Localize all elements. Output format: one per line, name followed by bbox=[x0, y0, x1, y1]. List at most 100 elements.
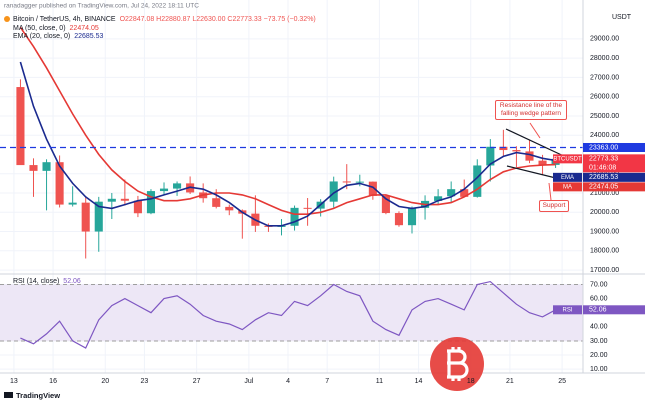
price-tag-name-box bbox=[553, 154, 582, 164]
rsi-band bbox=[0, 284, 583, 341]
y-tick-label: 40.00 bbox=[590, 324, 608, 331]
price-tag-value: 22685.53 bbox=[589, 174, 618, 181]
x-tick-label: 27 bbox=[193, 378, 201, 385]
candle-body bbox=[538, 160, 547, 165]
candle-body bbox=[512, 150, 521, 152]
price-tag-name-box bbox=[553, 172, 582, 182]
tv-logo bbox=[4, 392, 13, 398]
ema-legend: EMA (20, close, 0) 22685.53 bbox=[13, 33, 104, 40]
price-tag-name-box bbox=[553, 182, 582, 192]
candle-body bbox=[434, 196, 443, 201]
candle-body bbox=[173, 183, 182, 189]
candle-body bbox=[303, 207, 312, 209]
x-tick-label: Jul bbox=[244, 378, 253, 385]
price-tag-value: 22773.33 bbox=[589, 156, 618, 163]
legend-name: MA (50, close, 0) bbox=[13, 25, 66, 32]
legend-value: 52.06 bbox=[63, 278, 81, 285]
candle-body bbox=[342, 181, 351, 183]
candle-body bbox=[460, 189, 469, 197]
candle-body bbox=[290, 207, 299, 226]
price-tag bbox=[583, 182, 645, 192]
annotation-arrow bbox=[529, 122, 541, 139]
x-tick-label: 7 bbox=[325, 378, 329, 385]
price-tag bbox=[583, 305, 645, 315]
symbol-icon bbox=[4, 16, 10, 22]
candle-body bbox=[355, 181, 364, 183]
candle-body bbox=[81, 202, 90, 232]
candle-body bbox=[486, 146, 495, 166]
y-tick-label: 18000.00 bbox=[590, 248, 619, 255]
price-tag-countdown: 01:46:08 bbox=[589, 165, 616, 172]
price-tag-name: RSI bbox=[562, 307, 572, 313]
rsi-line bbox=[20, 280, 556, 349]
candle-body bbox=[146, 191, 156, 214]
legend-value: 22474.05 bbox=[70, 25, 99, 32]
price-tag-value: 23363.00 bbox=[589, 144, 618, 151]
y-tick-label: 19000.00 bbox=[590, 228, 619, 235]
y-tick-label: 29000.00 bbox=[590, 36, 619, 43]
candle-body bbox=[133, 200, 142, 214]
y-tick-label: 60.00 bbox=[590, 295, 608, 302]
annotation: Resistance line of the falling wedge pat… bbox=[495, 100, 567, 120]
legend-name: EMA (20, close, 0) bbox=[13, 33, 70, 40]
candle-body bbox=[29, 165, 38, 171]
price-tag-name-box bbox=[553, 305, 582, 315]
bitcoin-watermark bbox=[430, 337, 484, 391]
candle-body bbox=[368, 181, 377, 196]
x-tick-label: 18 bbox=[467, 378, 475, 385]
candle-body bbox=[225, 206, 234, 211]
ma-legend: MA (50, close, 0) 22474.05 bbox=[13, 25, 99, 32]
candle-body bbox=[94, 201, 103, 232]
candle-body bbox=[16, 87, 25, 166]
price-tag-name: BTCUSDT bbox=[553, 156, 582, 162]
y-tick-label: 26000.00 bbox=[590, 94, 619, 101]
y-tick-label: 20000.00 bbox=[590, 209, 619, 216]
x-tick-label: 13 bbox=[10, 378, 18, 385]
candle-body bbox=[381, 195, 390, 214]
candle-body bbox=[394, 213, 404, 226]
back-layer bbox=[0, 0, 583, 373]
symbol: Bitcoin / TetherUS, 4h, BINANCE bbox=[13, 16, 116, 23]
price-tag bbox=[583, 142, 645, 152]
candle-body bbox=[407, 207, 417, 226]
y-tick-label: 27000.00 bbox=[590, 74, 619, 81]
indicator-line bbox=[19, 26, 556, 215]
ohlc: O22847.08 H22880.87 L22630.00 C22773.33 … bbox=[120, 16, 316, 23]
y-tick-label: 70.00 bbox=[590, 281, 608, 288]
price-unit: USDT bbox=[612, 14, 632, 21]
price-tag-value: 52.06 bbox=[589, 307, 607, 314]
candle-body bbox=[55, 162, 64, 205]
price-tag-value: 22474.05 bbox=[589, 184, 618, 191]
y-tick-label: 25000.00 bbox=[590, 113, 619, 120]
candle-body bbox=[107, 198, 116, 202]
candle-body bbox=[42, 162, 51, 171]
y-tick-label: 20.00 bbox=[590, 352, 608, 359]
x-tick-label: 14 bbox=[415, 378, 423, 385]
candle-body bbox=[212, 198, 221, 207]
price-tag-name: EMA bbox=[561, 175, 574, 181]
resistance-line bbox=[505, 128, 569, 159]
x-tick-label: 20 bbox=[101, 378, 109, 385]
candle-body bbox=[473, 165, 482, 197]
candle-body bbox=[329, 181, 338, 202]
candle-body bbox=[525, 151, 534, 161]
indicator-line bbox=[19, 61, 556, 227]
y-tick-label: 17000.00 bbox=[590, 267, 619, 274]
y-tick-label: 21000.00 bbox=[590, 190, 619, 197]
price-tag-name: MA bbox=[563, 184, 572, 190]
symbol-legend: Bitcoin / TetherUS, 4h, BINANCE O22847.08… bbox=[13, 16, 316, 23]
marks-layer bbox=[0, 26, 583, 349]
price-tag bbox=[583, 172, 645, 182]
y-tick-label: 10.00 bbox=[590, 366, 608, 373]
legend-value: 22685.53 bbox=[74, 33, 103, 40]
rsi-legend: RSI (14, close) 52.06 bbox=[13, 278, 81, 285]
candle-body bbox=[159, 188, 169, 192]
price-tag bbox=[583, 154, 645, 173]
legend-name: RSI (14, close) bbox=[13, 278, 59, 285]
y-tick-label: 24000.00 bbox=[590, 132, 619, 139]
x-tick-label: 11 bbox=[376, 378, 383, 385]
x-tick-label: 4 bbox=[286, 378, 290, 385]
x-tick-label: 21 bbox=[506, 378, 514, 385]
